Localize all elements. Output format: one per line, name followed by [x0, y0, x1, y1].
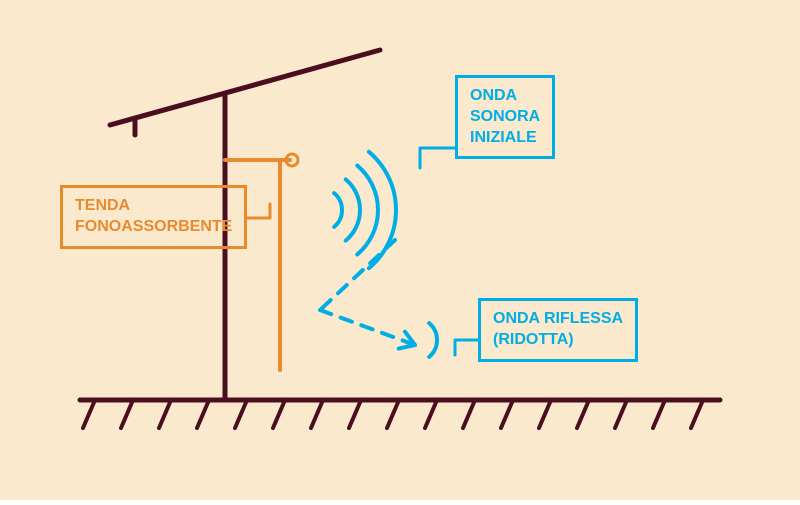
label-curtain: TENDA FONOASSORBENTE [60, 185, 247, 249]
diagram-canvas: TENDA FONOASSORBENTE ONDA SONORA INIZIAL… [0, 0, 800, 500]
label-initial-line3: INIZIALE [470, 129, 537, 146]
label-initial-line1: ONDA [470, 87, 517, 104]
label-initial-wave: ONDA SONORA INIZIALE [455, 75, 555, 159]
label-curtain-line2: FONOASSORBENTE [75, 218, 232, 235]
label-reflected-line2: (RIDOTTA) [493, 331, 574, 348]
label-initial-line2: SONORA [470, 108, 540, 125]
label-reflected-line1: ONDA RIFLESSA [493, 310, 623, 327]
label-reflected-wave: ONDA RIFLESSA (RIDOTTA) [478, 298, 638, 362]
label-curtain-line1: TENDA [75, 197, 130, 214]
diagram-svg [0, 0, 800, 500]
